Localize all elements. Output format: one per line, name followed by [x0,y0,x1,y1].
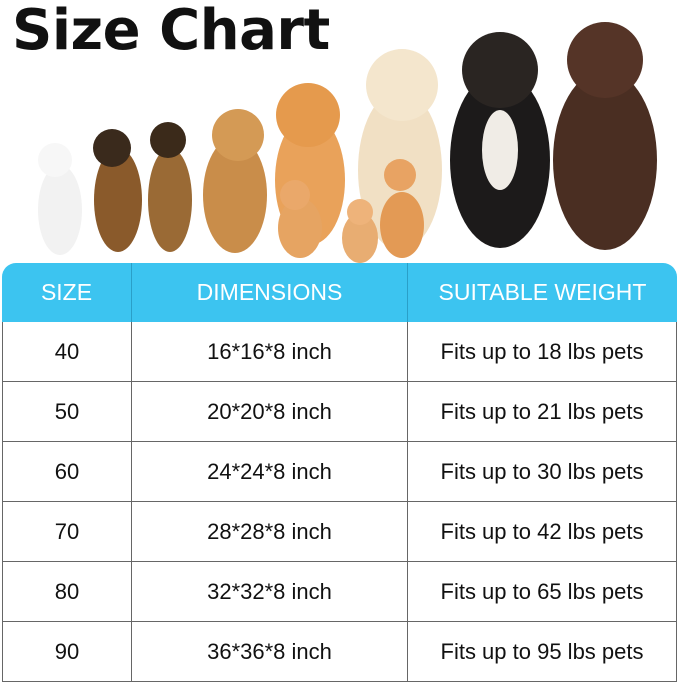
header-size: SIZE [2,263,132,322]
dimensions-cell: 28*28*8 inch [132,502,408,562]
table-row: 70 28*28*8 inch Fits up to 42 lbs pets [2,502,677,562]
shepherd-puppy [93,129,142,252]
size-cell: 50 [2,382,132,442]
spaniel-dog [203,109,267,253]
kitten [342,199,378,263]
dimensions-cell: 36*36*8 inch [132,622,408,682]
weight-cell: Fits up to 95 lbs pets [408,622,677,682]
dimensions-cell: 32*32*8 inch [132,562,408,622]
dimensions-cell: 24*24*8 inch [132,442,408,502]
size-cell: 60 [2,442,132,502]
table-row: 40 16*16*8 inch Fits up to 18 lbs pets [2,322,677,382]
table-row: 50 20*20*8 inch Fits up to 21 lbs pets [2,382,677,442]
page-title: Size Chart [12,0,330,63]
size-cell: 70 [2,502,132,562]
bernese-dog [450,32,550,248]
table-row: 90 36*36*8 inch Fits up to 95 lbs pets [2,622,677,682]
dimensions-cell: 16*16*8 inch [132,322,408,382]
size-cell: 80 [2,562,132,622]
table-row: 80 32*32*8 inch Fits up to 65 lbs pets [2,562,677,622]
pets-photo [38,22,657,263]
labrador-dog [553,22,657,250]
weight-cell: Fits up to 18 lbs pets [408,322,677,382]
size-table: SIZE DIMENSIONS SUITABLE WEIGHT 40 16*16*… [2,263,677,682]
white-puppy [38,143,82,255]
dimensions-cell: 20*20*8 inch [132,382,408,442]
size-cell: 90 [2,622,132,682]
shepherd-puppy [148,122,192,252]
weight-cell: Fits up to 30 lbs pets [408,442,677,502]
weight-cell: Fits up to 42 lbs pets [408,502,677,562]
size-cell: 40 [2,322,132,382]
table-header-row: SIZE DIMENSIONS SUITABLE WEIGHT [2,263,677,322]
kitten [380,159,424,258]
table-row: 60 24*24*8 inch Fits up to 30 lbs pets [2,442,677,502]
header-suitable-weight: SUITABLE WEIGHT [408,263,677,322]
weight-cell: Fits up to 21 lbs pets [408,382,677,442]
header-dimensions: DIMENSIONS [132,263,408,322]
kitten [278,180,322,258]
weight-cell: Fits up to 65 lbs pets [408,562,677,622]
